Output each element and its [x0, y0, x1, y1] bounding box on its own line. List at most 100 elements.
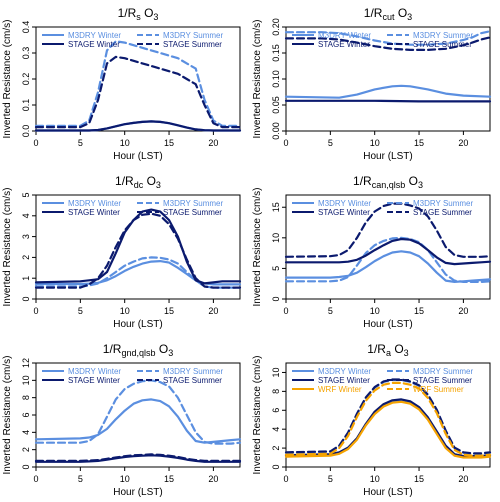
chart-panel-6: 1/Ra O3 0 2 4 6 8 10 0 5 10 15 20 Inverted Resistanc… [252, 342, 492, 498]
x-axis-label: Hour (LST) [363, 151, 412, 162]
legend-label: STAGE Winter [68, 376, 120, 385]
x-tick-label: 10 [370, 306, 380, 316]
y-tick-label: 3 [21, 234, 31, 239]
x-tick-label: 5 [78, 306, 83, 316]
series-line-stage-winter [34, 120, 242, 132]
chart-title-part: dc [134, 180, 144, 190]
chart-title-part: 3 [156, 180, 161, 190]
x-tick-label: 0 [33, 474, 38, 484]
y-tick-label: 1 [21, 276, 31, 281]
x-tick-label: 20 [458, 306, 468, 316]
legend: M3DRY Winter M3DRY Summer STAGE Winter STAG… [42, 31, 224, 49]
x-axis-label: Hour (LST) [113, 151, 162, 162]
x-tick-label: 0 [33, 306, 38, 316]
chart-title: 1/Rcan,qlsb O3 [353, 174, 423, 190]
x-tick-label: 15 [164, 474, 174, 484]
legend: M3DRY Winter M3DRY Summer STAGE Winter STAG… [42, 367, 224, 385]
legend-label: STAGE Winter [318, 376, 370, 385]
x-tick-label: 5 [78, 474, 83, 484]
y-tick-label: 2 [271, 446, 281, 451]
y-tick-label: 0.15 [271, 44, 281, 62]
series-line-stage-summer [34, 212, 242, 289]
y-tick-label: 8 [21, 395, 31, 400]
series-line-wrf-summer [284, 381, 492, 457]
y-tick-label: 10 [21, 375, 31, 385]
legend: M3DRY Winter M3DRY Summer STAGE Winter STAG… [292, 367, 474, 394]
y-tick-label: 10 [271, 367, 281, 377]
series-line-stage-summer [284, 202, 492, 258]
y-tick-label: 0.1 [21, 99, 31, 112]
y-tick-label: 15 [271, 202, 281, 212]
chart-title-part: O [143, 174, 156, 188]
legend-label: M3DRY Summer [163, 199, 224, 208]
legend-label: STAGE Winter [68, 208, 120, 217]
legend-label: STAGE Summer [413, 40, 472, 49]
x-tick-label: 20 [208, 138, 218, 148]
y-tick-label: 12 [21, 358, 31, 368]
legend-label: M3DRY Winter [68, 31, 121, 40]
series-line-m3dry-summer [34, 40, 242, 127]
series-line-m3dry-winter [284, 398, 492, 458]
series-line-m3dry-winter [34, 398, 242, 444]
legend-label: STAGE Summer [413, 376, 472, 385]
x-tick-label: 10 [120, 474, 130, 484]
chart-title-part: 1/R [103, 342, 122, 356]
series-line-stage-summer [34, 55, 242, 129]
legend-label: M3DRY Winter [318, 199, 371, 208]
legend-label: WRF Summer [413, 385, 464, 394]
series-line-stage-winter [284, 99, 492, 103]
legend-label: M3DRY Winter [318, 367, 371, 376]
chart-title-part: cut [382, 12, 395, 22]
chart-title-part: O [391, 342, 404, 356]
chart-title-part: O [405, 174, 418, 188]
x-tick-label: 5 [328, 306, 333, 316]
y-axis-label: Inverted Resistance (cm/s) [252, 356, 263, 475]
y-tick-label: 2 [21, 255, 31, 260]
y-axis-label: Inverted Resistance (cm/s) [2, 188, 13, 307]
series-line-m3dry-summer [34, 379, 242, 445]
x-tick-label: 10 [370, 138, 380, 148]
y-tick-label: 0 [271, 296, 281, 301]
y-tick-label: 4 [21, 430, 31, 435]
y-tick-label: 8 [271, 389, 281, 394]
legend-label: M3DRY Winter [68, 199, 121, 208]
legend-label: STAGE Winter [318, 208, 370, 217]
x-tick-label: 10 [120, 306, 130, 316]
y-tick-label: 4 [271, 427, 281, 432]
x-axis-label: Hour (LST) [113, 487, 162, 498]
x-tick-label: 20 [208, 306, 218, 316]
chart-title-part: 1/R [115, 174, 134, 188]
x-tick-label: 5 [78, 138, 83, 148]
x-tick-label: 15 [414, 306, 424, 316]
chart-title-part: O [156, 342, 169, 356]
y-tick-label: 0.10 [271, 70, 281, 88]
legend-label: WRF Winter [318, 385, 362, 394]
chart-title: 1/Rgnd,qlsb O3 [103, 342, 173, 358]
y-tick-label: 0.3 [21, 47, 31, 60]
y-tick-label: 0 [271, 464, 281, 469]
y-axis-label: Inverted Resistance (cm/s) [252, 188, 263, 307]
chart-title-part: 3 [418, 180, 423, 190]
y-tick-label: 0.00 [271, 122, 281, 140]
x-tick-label: 0 [283, 138, 288, 148]
x-tick-label: 5 [328, 474, 333, 484]
series-line-wrf-winter [284, 400, 492, 459]
series-line-stage-winter [284, 398, 492, 458]
x-tick-label: 15 [164, 138, 174, 148]
legend-label: STAGE Summer [163, 376, 222, 385]
legend-label: STAGE Winter [318, 40, 370, 49]
y-tick-label: 5 [21, 192, 31, 197]
chart-title-part: 1/R [353, 174, 372, 188]
chart-title-part: 1/R [367, 342, 386, 356]
x-tick-label: 0 [283, 306, 288, 316]
legend-label: STAGE Summer [163, 40, 222, 49]
y-tick-label: 0.05 [271, 96, 281, 114]
legend-label: M3DRY Winter [318, 31, 371, 40]
legend-label: M3DRY Summer [413, 31, 474, 40]
x-axis-label: Hour (LST) [363, 319, 412, 330]
x-axis-label: Hour (LST) [363, 487, 412, 498]
chart-panel-4: 1/Rcan,qlsb O3 0 5 10 15 0 5 10 15 20 Inverted Res… [252, 174, 492, 330]
legend-label: M3DRY Summer [163, 31, 224, 40]
